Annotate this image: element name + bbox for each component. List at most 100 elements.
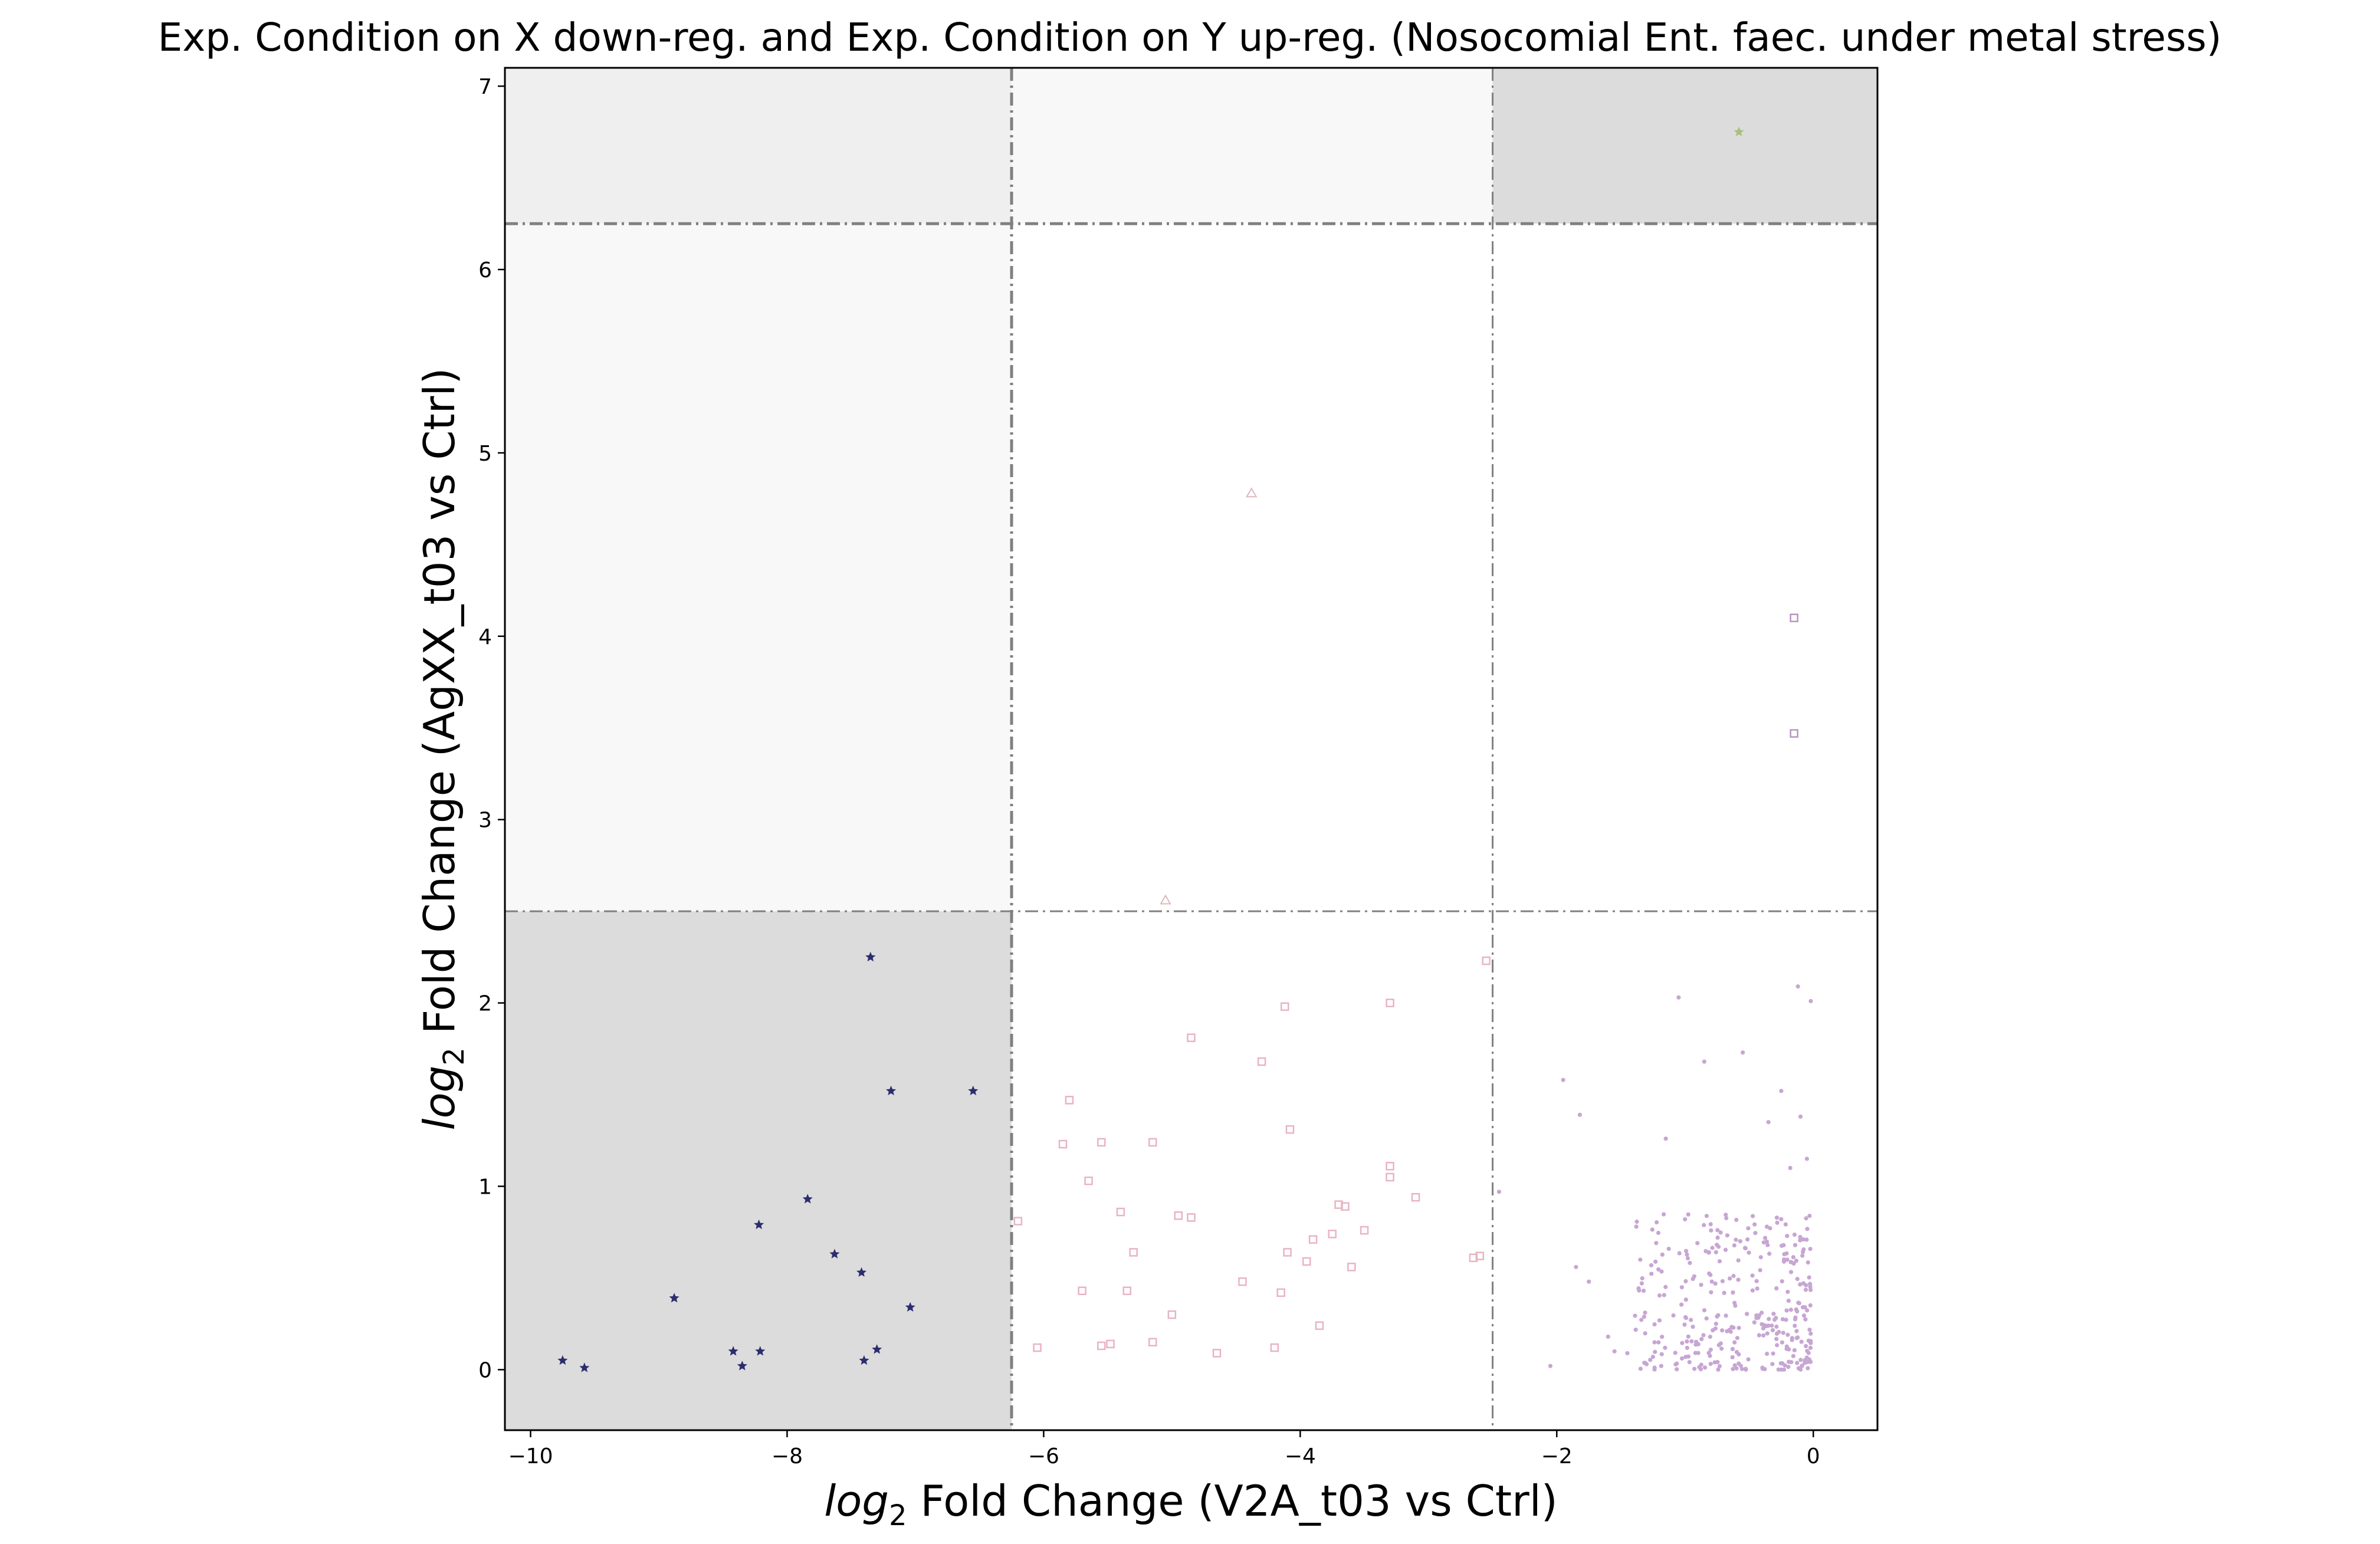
data-point (1652, 1365, 1657, 1370)
y-tick-label: 4 (478, 625, 492, 649)
data-point (1777, 1329, 1781, 1335)
x-tick-label: 0 (1807, 1444, 1820, 1469)
y-tick-label: 2 (478, 992, 492, 1016)
data-point (1699, 1336, 1704, 1342)
data-point (1065, 1096, 1074, 1105)
data-point (1660, 1252, 1665, 1257)
data-point (1762, 1236, 1768, 1240)
data-point (1738, 1239, 1742, 1244)
data-point (1341, 1202, 1350, 1211)
data-point (1685, 1252, 1689, 1257)
data-point (1682, 1322, 1687, 1327)
data-point (1716, 1367, 1721, 1372)
data-point (1270, 1343, 1279, 1352)
data-point (1716, 1313, 1721, 1318)
data-point (1671, 1313, 1676, 1318)
data-point (1790, 613, 1798, 622)
data-point (1689, 1318, 1693, 1322)
data-point (1798, 1358, 1803, 1362)
data-point (1687, 1359, 1692, 1365)
data-point (1784, 1251, 1789, 1256)
data-point (1785, 1257, 1790, 1262)
data-point (1722, 1290, 1726, 1295)
data-point (1798, 1282, 1803, 1287)
data-point (1787, 1347, 1791, 1352)
data-point (872, 1344, 882, 1354)
chart-title: Exp. Condition on X down-reg. and Exp. C… (158, 15, 2222, 60)
data-point (728, 1346, 738, 1356)
data-point (1640, 1276, 1644, 1281)
data-point (579, 1362, 590, 1372)
data-point (1803, 1287, 1808, 1292)
data-point (1753, 1231, 1758, 1236)
data-point (1782, 1257, 1787, 1262)
data-point (1804, 1237, 1809, 1242)
data-point (1781, 1331, 1785, 1335)
data-point (669, 1293, 679, 1303)
data-point (1757, 1313, 1761, 1318)
data-point (1708, 1222, 1713, 1227)
data-point (1807, 1275, 1811, 1280)
data-point (1701, 1333, 1706, 1338)
data-point (1634, 1224, 1639, 1229)
data-point (1276, 1288, 1285, 1297)
region-shade-3 (505, 68, 1012, 224)
x-tick-label: −6 (1028, 1444, 1059, 1469)
data-point (1717, 1364, 1722, 1369)
data-point (1734, 1237, 1738, 1242)
data-point (1795, 984, 1800, 989)
data-point (1683, 1315, 1688, 1319)
data-point (1386, 1162, 1394, 1171)
data-point (1805, 1227, 1810, 1231)
data-point (1793, 1323, 1797, 1328)
data-point (1625, 1351, 1630, 1356)
data-point (1692, 1366, 1697, 1371)
region-shading-layer (505, 68, 1877, 1430)
data-point (1725, 1329, 1729, 1333)
data-point (1770, 1362, 1775, 1366)
data-point (1660, 1335, 1665, 1339)
data-point (1675, 1361, 1679, 1366)
y-tick-label: 1 (478, 1175, 492, 1200)
x-axis-ticks: −10 −8 −6 −4 −2 0 (508, 1430, 1820, 1469)
data-point (1788, 1165, 1793, 1171)
data-point (1649, 1272, 1654, 1276)
data-point (1482, 956, 1491, 965)
data-point (1720, 1328, 1725, 1333)
data-point (1785, 1234, 1790, 1239)
data-point (1715, 1235, 1720, 1240)
data-point (1245, 487, 1258, 498)
data-point (1661, 1212, 1666, 1217)
data-point (1719, 1346, 1724, 1351)
data-point (1058, 1139, 1068, 1149)
data-point (1710, 1246, 1715, 1250)
data-point (1662, 1293, 1666, 1297)
data-point (1807, 1213, 1812, 1218)
data-point (1666, 1246, 1671, 1251)
data-point (1798, 1234, 1803, 1240)
data-point (1695, 1241, 1700, 1246)
data-point (1757, 1333, 1761, 1338)
data-point (1638, 1257, 1643, 1262)
data-point (1779, 1367, 1784, 1372)
data-point (1730, 1346, 1735, 1352)
data-point (1709, 1279, 1714, 1284)
data-point (1801, 1313, 1807, 1318)
data-point (1779, 1089, 1784, 1093)
data-point (1779, 1217, 1784, 1221)
data-point (1764, 1239, 1770, 1244)
data-point (754, 1219, 764, 1230)
y-tick-label: 7 (478, 75, 492, 99)
data-point (886, 1085, 897, 1096)
data-point (1708, 1335, 1712, 1339)
data-point (1780, 1279, 1784, 1284)
y-tick-label: 3 (478, 809, 492, 833)
data-point (1765, 1243, 1770, 1247)
data-point (1732, 1340, 1737, 1345)
data-point (1752, 1222, 1757, 1227)
data-point (1638, 1366, 1643, 1371)
data-point (1703, 1249, 1708, 1254)
data-point (1643, 1331, 1647, 1336)
data-point (1725, 1233, 1729, 1238)
data-point (1675, 1367, 1679, 1372)
